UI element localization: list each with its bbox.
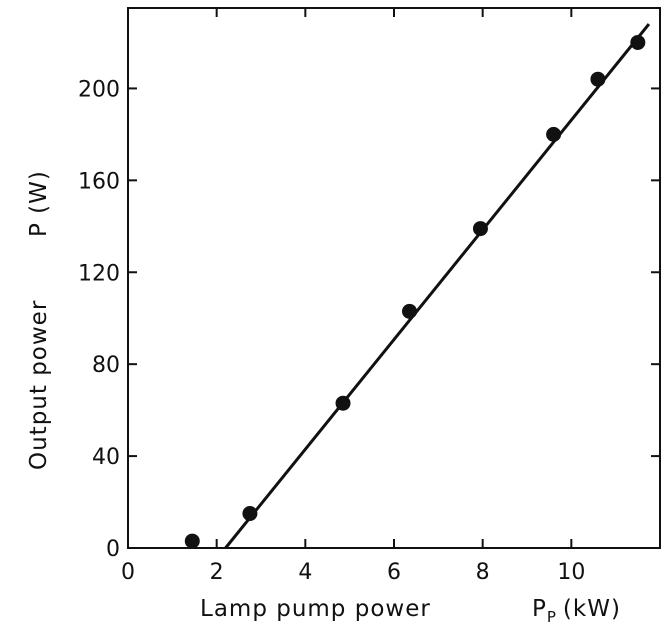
data-point <box>184 533 200 549</box>
y-tick-label: 160 <box>78 169 120 194</box>
y-axis-ticks: 0 40 80 120 160 200 <box>78 77 660 562</box>
y-tick-label: 120 <box>78 261 120 286</box>
x-tick-label: 0 <box>121 560 135 585</box>
x-tick-label: 8 <box>476 560 490 585</box>
x-tick-label: 6 <box>387 560 401 585</box>
data-point <box>546 126 562 142</box>
y-tick-label: 200 <box>78 77 120 102</box>
y-tick-label: 80 <box>92 353 120 378</box>
x-axis-label: Lamp pump power <box>200 596 431 622</box>
x-axis-ticks: 0 2 4 6 8 10 <box>121 8 585 585</box>
y-axis-label: Output power <box>26 300 52 470</box>
fit-line <box>224 23 651 549</box>
x-axis-symbol: PP (kW) <box>532 596 621 626</box>
x-axis-symbol-subscript: P <box>547 608 557 626</box>
y-tick-label: 0 <box>106 537 120 562</box>
y-axis-symbol: P (W) <box>26 170 52 237</box>
y-tick-label: 40 <box>92 445 120 470</box>
fit-line-group <box>224 23 651 549</box>
data-points <box>184 34 646 549</box>
data-point <box>335 395 351 411</box>
x-tick-label: 2 <box>210 560 224 585</box>
data-point <box>472 221 488 237</box>
plot-frame <box>127 7 661 549</box>
x-tick-label: 10 <box>557 560 585 585</box>
data-point <box>590 71 606 87</box>
plot-area-border <box>127 7 661 549</box>
x-axis-symbol-main: P <box>532 596 547 622</box>
data-point <box>242 506 258 522</box>
x-axis-unit: (kW) <box>563 596 621 622</box>
data-point <box>402 303 418 319</box>
data-point <box>630 34 646 50</box>
x-tick-label: 4 <box>298 560 312 585</box>
